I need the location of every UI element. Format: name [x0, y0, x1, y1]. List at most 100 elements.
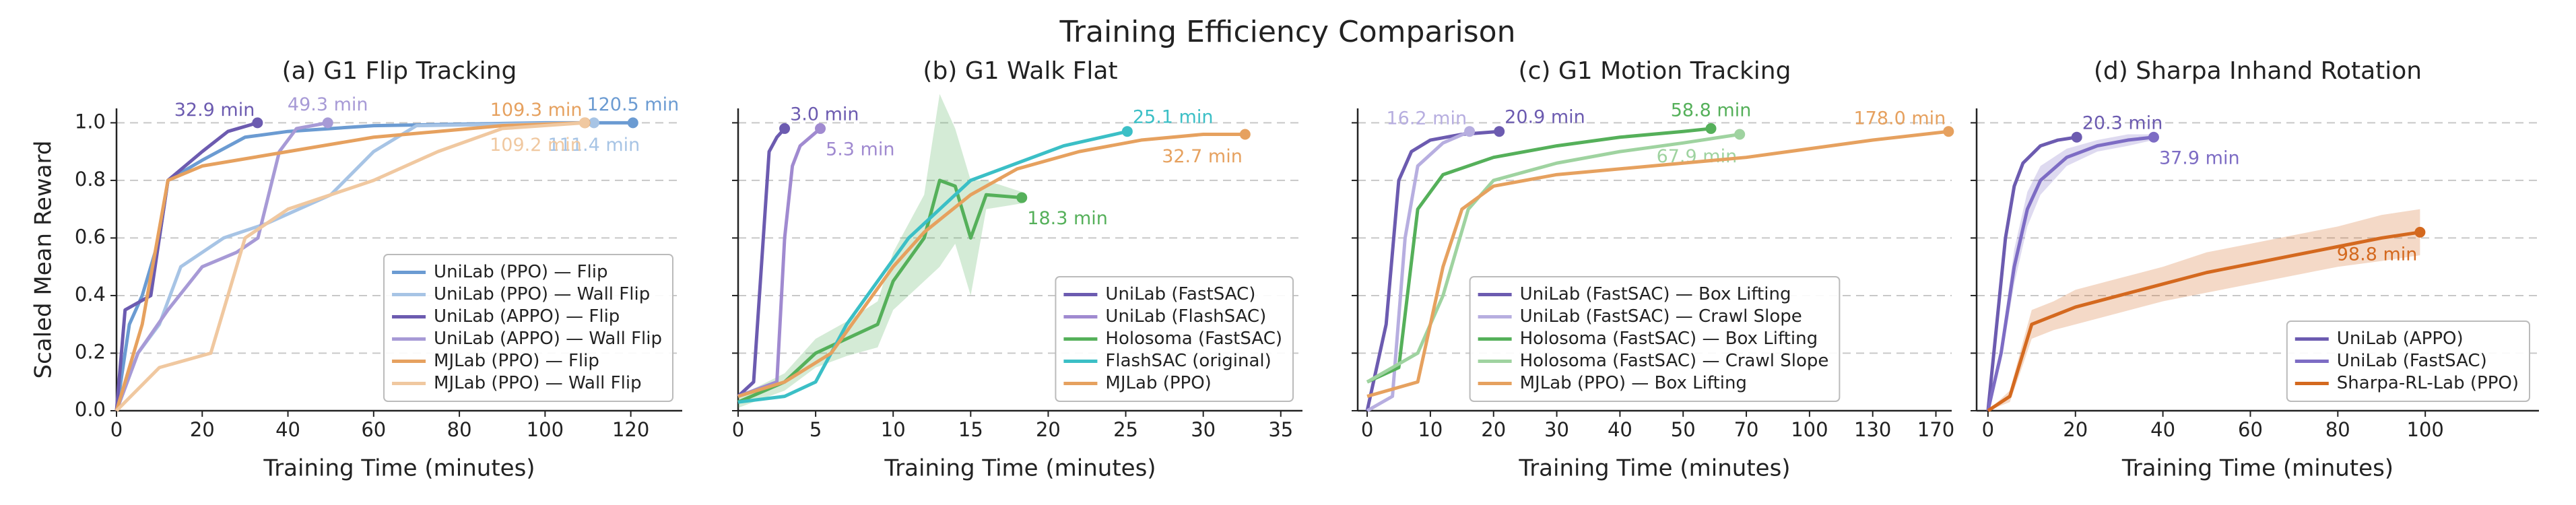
end-label: 109.3 min [490, 100, 583, 121]
x-tick-label: 50 [1671, 418, 1696, 441]
x-tick-label: 80 [2325, 418, 2350, 441]
end-label: 58.8 min [1671, 100, 1752, 121]
panel-title: (b) G1 Walk Flat [923, 57, 1117, 85]
x-tick-label: 0 [110, 418, 123, 441]
end-label: 5.3 min [826, 139, 894, 160]
series-line [1987, 230, 2420, 413]
end-marker [1705, 123, 1717, 134]
x-tick-label: 40 [1608, 418, 1632, 441]
legend-box [1469, 276, 1841, 402]
y-tick-label: 0.2 [75, 340, 106, 363]
end-label: 18.3 min [1027, 208, 1108, 229]
end-marker [815, 123, 826, 134]
end-marker [2414, 226, 2426, 238]
y-axis-label: Scaled Mean Reward [30, 141, 57, 379]
end-label: 32.7 min [1162, 146, 1243, 167]
y-tick-label: 0.8 [75, 168, 106, 191]
error-band [1987, 209, 2420, 411]
x-tick-label: 120 [612, 418, 649, 441]
legend-label: Holosoma (FastSAC) — Crawl Slope [1520, 351, 1829, 371]
figure-title: Training Efficiency Comparison [1059, 15, 1516, 49]
series-line [737, 127, 786, 398]
legend-label: UniLab (FastSAC) [1105, 284, 1255, 304]
x-axis-label: Training Time (minutes) [884, 455, 1156, 482]
end-marker [588, 117, 599, 129]
legend-box [1055, 276, 1294, 402]
x-tick-label: 20 [1036, 418, 1061, 441]
series-line [737, 129, 1128, 404]
legend-label: FlashSAC (original) [1105, 351, 1271, 371]
end-label: 25.1 min [1133, 107, 1214, 128]
x-tick-label: 30 [1191, 418, 1216, 441]
end-label: 16.2 min [1386, 108, 1467, 129]
legend-label: UniLab (APPO) [2337, 329, 2464, 349]
x-tick-label: 40 [275, 418, 300, 441]
error-band [738, 94, 1022, 408]
x-tick-label: 70 [1734, 418, 1759, 441]
legend-label: UniLab (FastSAC) [2337, 351, 2487, 371]
end-marker [1464, 126, 1476, 137]
end-label: 98.8 min [2337, 244, 2418, 265]
x-tick-label: 80 [447, 418, 472, 441]
end-marker [1121, 126, 1133, 137]
x-axis-label: Training Time (minutes) [2121, 455, 2393, 482]
end-label: 32.9 min [174, 100, 255, 121]
y-tick-label: 1.0 [75, 110, 106, 133]
legend-label: MJLab (PPO) — Flip [434, 351, 599, 371]
panel-title: (c) G1 Motion Tracking [1519, 57, 1791, 85]
legend: UniLab (APPO)UniLab (FastSAC)Sharpa-RL-L… [2286, 321, 2530, 402]
end-label: 3.0 min [790, 104, 859, 125]
legend-label: Holosoma (FastSAC) [1105, 329, 1282, 349]
x-tick-label: 170 [1917, 418, 1954, 441]
end-marker [2148, 131, 2159, 143]
panel-title: (a) G1 Flip Tracking [282, 57, 517, 85]
x-tick-label: 20 [1481, 418, 1506, 441]
series-line [1366, 127, 1711, 384]
legend-label: UniLab (APPO) — Wall Flip [434, 329, 662, 349]
series-line [1986, 135, 2154, 411]
x-axis-label: Training Time (minutes) [263, 455, 535, 482]
series-line [115, 121, 585, 412]
x-tick-label: 20 [2063, 418, 2088, 441]
series-line [1366, 129, 1471, 413]
x-tick-label: 10 [881, 418, 906, 441]
legend-box [2286, 321, 2530, 402]
end-label: 37.9 min [2159, 147, 2240, 168]
x-tick-label: 60 [361, 418, 386, 441]
x-tick-label: 35 [1268, 418, 1293, 441]
x-axis-label: Training Time (minutes) [1518, 455, 1790, 482]
end-label: 120.5 min [587, 94, 679, 115]
y-tick-label: 0.4 [75, 283, 106, 306]
legend-box [383, 254, 673, 402]
end-marker [1239, 129, 1251, 140]
panel-title: (d) Sharpa Inhand Rotation [2094, 57, 2422, 85]
legend-label: UniLab (PPO) — Flip [434, 262, 607, 282]
x-tick-label: 0 [1982, 418, 1994, 441]
x-tick-label: 100 [527, 418, 564, 441]
x-tick-label: 130 [1854, 418, 1891, 441]
end-label: 49.3 min [288, 94, 368, 115]
x-tick-label: 25 [1113, 418, 1138, 441]
series-line [1366, 129, 1949, 399]
series-line [1986, 135, 2078, 411]
end-marker [252, 117, 263, 129]
x-tick-label: 30 [1544, 418, 1569, 441]
x-tick-label: 0 [1361, 418, 1373, 441]
end-marker [2071, 131, 2082, 143]
series-line [737, 127, 822, 398]
x-tick-label: 10 [1418, 418, 1443, 441]
end-marker [779, 123, 791, 134]
legend-label: Holosoma (FastSAC) — Box Lifting [1520, 329, 1818, 349]
legend-label: Sharpa-RL-Lab (PPO) [2337, 373, 2519, 393]
series-line [114, 121, 585, 411]
end-marker [627, 117, 638, 129]
end-label: 20.3 min [2082, 112, 2163, 133]
end-label: 111.4 min [548, 135, 640, 156]
legend-label: UniLab (FastSAC) — Box Lifting [1520, 284, 1791, 304]
end-marker [1494, 126, 1505, 137]
legend-label: MJLab (PPO) — Wall Flip [434, 373, 642, 393]
end-marker [1943, 126, 1954, 137]
